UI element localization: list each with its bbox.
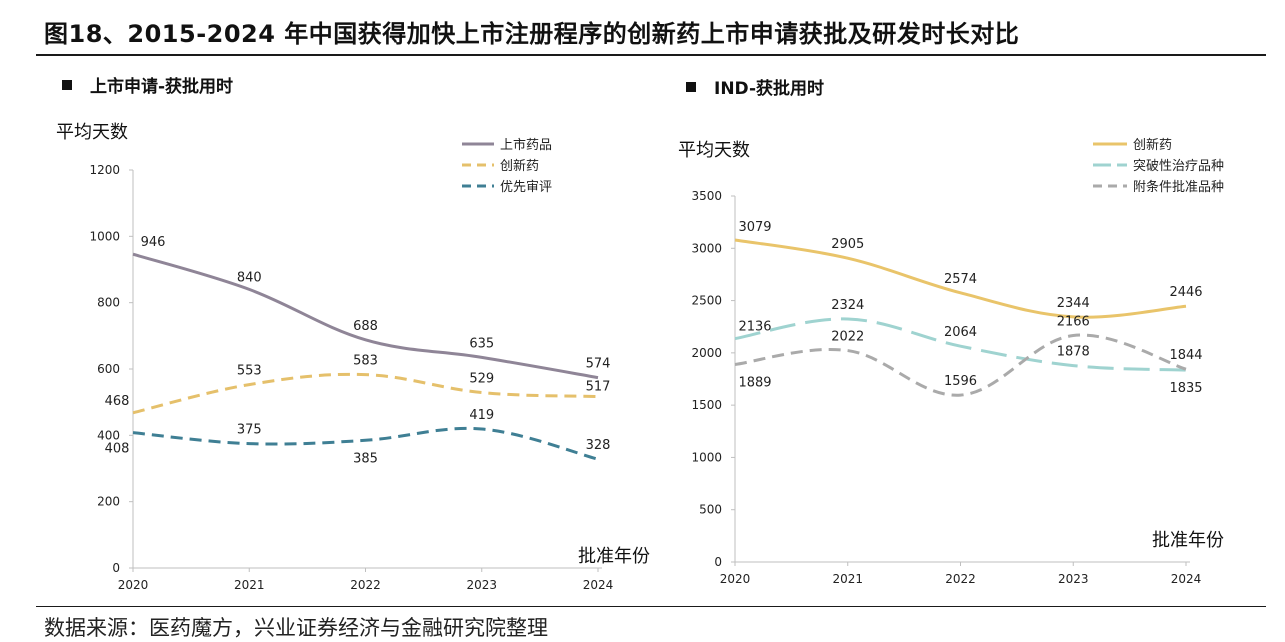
- left-y-tick-label: 1200: [89, 163, 120, 177]
- left-data-label: 419: [469, 408, 494, 423]
- left-ylabel: 平均天数: [56, 122, 128, 143]
- left-legend-label: 创新药: [500, 158, 539, 174]
- left-data-label: 840: [237, 270, 262, 285]
- right-y-tick-label: 3500: [691, 189, 722, 203]
- right-x-tick-label: 2020: [720, 572, 751, 586]
- left-y-tick-label: 0: [112, 561, 120, 575]
- right-data-label: 2344: [1057, 296, 1090, 311]
- right-legend-label: 创新药: [1133, 137, 1172, 153]
- right-data-label: 2574: [944, 272, 977, 287]
- left-data-label: 574: [586, 357, 611, 372]
- left-data-label: 375: [237, 423, 262, 438]
- right-x-tick-label: 2022: [945, 572, 976, 586]
- right-data-label: 2324: [831, 298, 864, 313]
- right-data-label: 2905: [831, 237, 864, 252]
- right-data-label: 1878: [1057, 345, 1090, 360]
- right-y-tick-label: 0: [714, 555, 722, 569]
- left-y-tick-label: 600: [97, 362, 120, 376]
- left-data-label: 553: [237, 364, 262, 379]
- right-series-line-1: [734, 238, 1187, 319]
- right-data-label: 2064: [944, 325, 977, 340]
- right-data-label: 2136: [738, 320, 771, 335]
- square-bullet-icon: [686, 82, 696, 92]
- title-rule: [36, 54, 1266, 56]
- right-x-tick-label: 2021: [832, 572, 863, 586]
- right-xlabel: 批准年份: [1152, 530, 1224, 551]
- right-panel-title-text: IND-获批用时: [714, 79, 825, 99]
- right-data-label: 2022: [831, 330, 864, 345]
- left-series-line-1: [132, 252, 599, 380]
- left-xlabel: 批准年份: [578, 546, 650, 567]
- left-x-tick-label: 2023: [466, 578, 497, 592]
- left-data-label: 688: [353, 319, 378, 334]
- left-legend-label: 优先审评: [500, 180, 552, 195]
- right-data-label: 2446: [1169, 285, 1202, 300]
- left-panel-title: 上市申请-获批用时: [62, 72, 233, 97]
- left-x-tick-label: 2021: [234, 578, 265, 592]
- left-data-label: 385: [353, 451, 378, 466]
- left-panel-title-text: 上市申请-获批用时: [90, 77, 234, 97]
- right-x-tick-label: 2023: [1058, 572, 1089, 586]
- right-y-tick-label: 1000: [691, 450, 722, 464]
- right-data-label: 1596: [944, 374, 977, 389]
- right-legend-label: 附条件批准品种: [1133, 179, 1224, 195]
- right-series-line-3: [734, 333, 1187, 397]
- left-data-label: 328: [586, 438, 611, 453]
- right-y-tick-label: 3000: [691, 241, 722, 255]
- right-y-tick-label: 2000: [691, 346, 722, 360]
- right-series-line-2: [734, 317, 1187, 372]
- left-data-label: 408: [105, 442, 130, 457]
- right-data-label: 1844: [1169, 348, 1202, 363]
- square-bullet-icon: [62, 80, 72, 90]
- left-x-tick-label: 2024: [583, 578, 614, 592]
- right-y-tick-label: 1500: [691, 398, 722, 412]
- left-y-tick-label: 200: [97, 495, 120, 509]
- left-series-line-2: [132, 372, 599, 415]
- left-x-tick-label: 2020: [118, 578, 149, 592]
- right-x-tick-label: 2024: [1171, 572, 1202, 586]
- right-data-label: 1889: [738, 375, 771, 390]
- right-y-tick-label: 2500: [691, 294, 722, 308]
- left-data-label: 583: [353, 354, 378, 369]
- left-x-tick-label: 2022: [350, 578, 381, 592]
- left-data-label: 468: [105, 394, 130, 409]
- right-data-label: 2166: [1057, 314, 1090, 329]
- right-panel-title: IND-获批用时: [686, 74, 824, 99]
- figure-title: 图18、2015-2024 年中国获得加快上市注册程序的创新药上市申请获批及研发…: [44, 20, 1020, 48]
- left-data-label: 529: [469, 372, 494, 387]
- left-y-tick-label: 1000: [89, 229, 120, 243]
- right-y-tick-label: 500: [699, 503, 722, 517]
- left-data-label: 635: [469, 336, 494, 351]
- left-y-tick-label: 800: [97, 296, 120, 310]
- right-legend-label: 突破性治疗品种: [1133, 158, 1224, 174]
- left-y-tick-label: 400: [97, 428, 120, 442]
- left-legend-label: 上市药品: [500, 137, 552, 153]
- right-data-label: 1835: [1169, 381, 1202, 396]
- left-series-line-3: [132, 426, 599, 461]
- left-data-label: 946: [141, 235, 166, 250]
- right-ylabel: 平均天数: [678, 140, 750, 161]
- source-note: 数据来源：医药魔方，兴业证券经济与金融研究院整理: [44, 616, 548, 640]
- left-data-label: 517: [586, 380, 611, 395]
- source-rule: [36, 606, 1266, 607]
- right-data-label: 3079: [738, 220, 771, 235]
